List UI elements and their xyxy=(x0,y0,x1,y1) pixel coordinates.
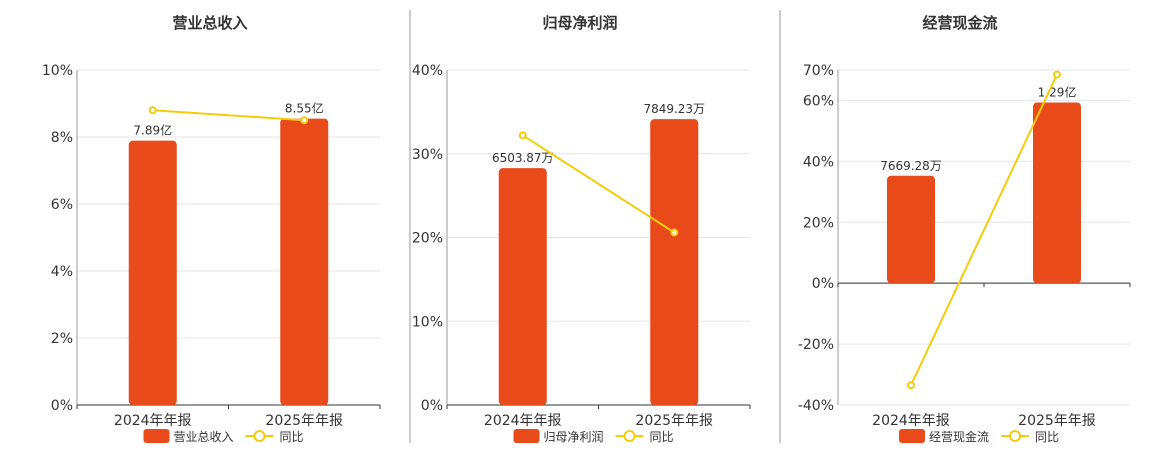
legend-bar-label: 营业总收入 xyxy=(174,430,234,444)
legend-bar-swatch[interactable] xyxy=(143,429,170,443)
bar-1[interactable] xyxy=(128,140,177,405)
legend-bar-label: 归母净利润 xyxy=(544,430,604,444)
x-category-label: 2024年年报 xyxy=(484,413,562,429)
bar-data-label: 7.89亿 xyxy=(133,123,172,138)
y-tick-label: 0% xyxy=(812,276,834,292)
y-tick-label: 30% xyxy=(412,147,443,163)
bar-data-label: 1.29亿 xyxy=(1038,85,1077,100)
bar-data-label: 6503.87万 xyxy=(492,151,554,165)
y-tick-label: -40% xyxy=(798,398,834,414)
y-tick-label: 10% xyxy=(412,314,443,330)
y-tick-label: 6% xyxy=(51,197,73,213)
bar-data-label: 7849.23万 xyxy=(643,102,705,116)
yoy-point-2[interactable] xyxy=(1053,70,1061,79)
legend-line-marker xyxy=(253,430,266,442)
bar-2[interactable] xyxy=(650,119,699,406)
y-tick-label: 2% xyxy=(51,331,73,347)
y-tick-label: 60% xyxy=(803,93,834,109)
y-tick-label: 4% xyxy=(51,264,73,280)
yoy-point-2[interactable] xyxy=(300,116,309,125)
chart-title: 营业总收入 xyxy=(172,14,247,32)
y-tick-label: 70% xyxy=(803,63,834,79)
y-tick-label: 20% xyxy=(803,215,834,231)
x-category-label: 2024年年报 xyxy=(114,413,192,429)
x-category-label: 2025年年报 xyxy=(1018,413,1096,429)
legend-bar-swatch[interactable] xyxy=(513,429,540,443)
y-tick-label: 40% xyxy=(412,63,443,79)
y-tick-label: 0% xyxy=(421,398,443,414)
yoy-point-1[interactable] xyxy=(518,131,527,140)
y-tick-label: 40% xyxy=(803,154,834,170)
x-category-label: 2025年年报 xyxy=(265,413,343,429)
legend-line-marker xyxy=(623,430,636,442)
bar-2[interactable] xyxy=(1033,102,1081,284)
y-tick-label: 0% xyxy=(51,398,73,414)
yoy-line xyxy=(152,109,305,122)
bar-2[interactable] xyxy=(280,118,329,405)
bar-data-label: 8.55亿 xyxy=(285,101,324,116)
bar-data-label: 7669.28万 xyxy=(880,159,942,173)
legend-bar-label: 经营现金流 xyxy=(929,429,989,444)
bar-1[interactable] xyxy=(887,175,935,284)
y-tick-label: -20% xyxy=(798,337,834,353)
legend-bar-swatch[interactable] xyxy=(899,429,925,443)
yoy-point-2[interactable] xyxy=(670,228,679,237)
y-tick-label: 20% xyxy=(412,231,443,247)
legend-line-label: 同比 xyxy=(1035,430,1059,444)
yoy-line xyxy=(522,134,675,234)
yoy-point-1[interactable] xyxy=(148,106,157,115)
legend-line-label: 同比 xyxy=(650,430,674,444)
legend-line-label: 同比 xyxy=(280,430,304,444)
legend-line-marker xyxy=(1009,430,1021,442)
chart-title: 经营现金流 xyxy=(922,14,997,32)
x-category-label: 2024年年报 xyxy=(872,413,950,429)
y-tick-label: 10% xyxy=(42,63,73,79)
chart-title: 归母净利润 xyxy=(542,14,617,32)
yoy-point-1[interactable] xyxy=(907,381,915,390)
bar-1[interactable] xyxy=(498,168,547,405)
x-category-label: 2025年年报 xyxy=(635,413,713,429)
yoy-line xyxy=(910,74,1058,386)
y-tick-label: 8% xyxy=(51,130,73,146)
